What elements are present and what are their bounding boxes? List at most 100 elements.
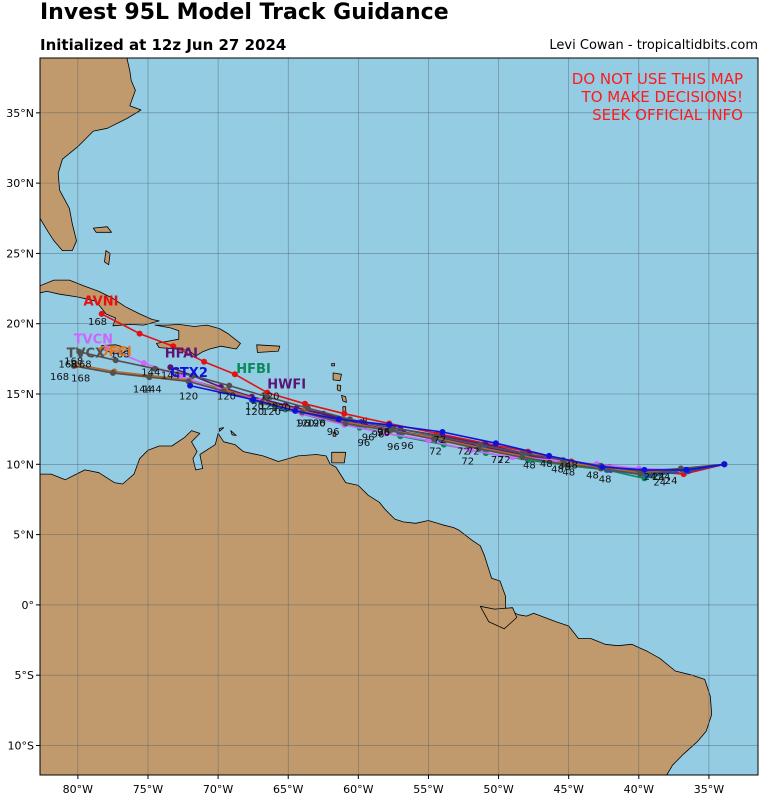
forecast-hour-label: 96 <box>297 418 310 429</box>
model-label-hwfi: HWFI <box>267 377 306 392</box>
forecast-hour-label: 144 <box>161 371 180 382</box>
track-ctx2 <box>187 382 728 473</box>
forecast-hour-label: 72 <box>457 447 470 458</box>
disclaimer-warning: DO NOT USE THIS MAP TO MAKE DECISIONS! S… <box>572 70 743 124</box>
author-credit: Levi Cowan - tropicaltidbits.com <box>549 38 758 53</box>
forecast-hour-label: 48 <box>562 468 575 479</box>
forecast-hour-label: 96 <box>401 441 414 452</box>
landmass <box>331 363 335 367</box>
lon-tick-label: 80°W <box>63 783 93 796</box>
track-point <box>250 396 257 403</box>
lat-tick-label: 20°N <box>6 318 34 331</box>
forecast-hour-label: 120 <box>179 392 198 403</box>
forecast-hour-label: 96 <box>358 438 371 449</box>
forecast-hour-label: 96 <box>377 428 390 439</box>
track-point <box>70 362 77 369</box>
track-point <box>519 450 526 457</box>
forecast-hour-label: 168 <box>58 359 77 370</box>
lon-tick-label: 35°W <box>694 783 724 796</box>
model-label-ofci: OFCI <box>98 345 132 360</box>
landmass <box>104 250 111 266</box>
track-point <box>304 405 311 412</box>
forecast-hour-label: 24 <box>653 477 666 488</box>
track-point <box>226 382 233 389</box>
forecast-hour-label: 96 <box>362 432 375 443</box>
track-point <box>292 407 299 414</box>
track-point <box>140 360 147 367</box>
forecast-hour-label: 168 <box>73 359 92 370</box>
track-point <box>439 429 446 435</box>
lon-tick-label: 40°W <box>624 783 654 796</box>
model-label-hfbi: HFBI <box>236 362 271 377</box>
lat-tick-label: 10°S <box>8 739 34 752</box>
forecast-hour-label: 120 <box>245 407 264 418</box>
forecast-hour-label: 168 <box>110 350 129 361</box>
forecast-hour-label: 120 <box>245 402 264 413</box>
lat-tick-label: 5°S <box>15 669 34 682</box>
forecast-hour-label: 72 <box>461 456 474 467</box>
forecast-hour-label: 48 <box>599 475 612 486</box>
track-point <box>102 344 109 351</box>
track-point <box>721 461 728 468</box>
track-point <box>386 421 393 428</box>
forecast-hour-label: 24 <box>658 472 671 483</box>
track-point <box>189 372 196 379</box>
landmass <box>332 372 342 382</box>
forecast-hour-label: 72 <box>429 447 442 458</box>
track-point <box>546 452 553 459</box>
forecast-hour-label: 144 <box>143 385 162 396</box>
lat-tick-label: 25°N <box>6 247 34 260</box>
axis-ticks: 80°W 75°W 70°W 65°W 60°W 55°W 50°W 45°W 40°W 35°W… <box>6 107 724 796</box>
track-point <box>302 400 308 407</box>
warning-line-1: DO NOT USE THIS MAP <box>572 70 743 88</box>
forecast-hour-label: 120 <box>295 418 314 429</box>
forecast-hour-label: 48 <box>523 461 536 472</box>
lat-lon-grid <box>40 58 758 775</box>
forecast-hour-label: 120 <box>307 418 326 429</box>
landmass <box>92 226 112 233</box>
track-point <box>98 310 105 317</box>
track-point <box>167 364 174 371</box>
track-point <box>112 357 119 364</box>
warning-line-2: TO MAKE DECISIONS! <box>581 88 743 106</box>
track-point <box>561 461 568 468</box>
landmass <box>331 451 347 464</box>
track-point <box>342 420 349 427</box>
forecast-hour-label: 120 <box>262 407 281 418</box>
track-point <box>599 464 606 471</box>
forecast-hour-label: 168 <box>88 317 107 328</box>
forecast-hour-label: 48 <box>551 465 564 476</box>
track-line <box>189 384 725 471</box>
forecast-hour-label: 120 <box>260 392 279 403</box>
map-title: Invest 95L Model Track Guidance <box>40 0 449 25</box>
track-point <box>492 440 499 447</box>
model-label-tvcn: TVCN <box>74 332 113 347</box>
landmass <box>40 58 163 59</box>
lat-tick-label: 35°N <box>6 107 34 120</box>
track-point <box>475 445 482 452</box>
landmass <box>40 58 142 252</box>
forecast-hour-label: 24 <box>665 476 678 487</box>
lat-tick-label: 15°N <box>6 388 34 401</box>
track-point <box>683 466 690 473</box>
forecast-hour-label: 96 <box>387 442 400 453</box>
forecast-hour-label: 144 <box>133 385 152 396</box>
track-point <box>519 454 526 461</box>
forecast-hour-label: 120 <box>217 392 236 403</box>
landmass <box>256 344 281 353</box>
track-point <box>231 371 238 378</box>
track-point <box>264 393 271 400</box>
lon-tick-label: 70°W <box>203 783 233 796</box>
lon-tick-label: 45°W <box>553 783 583 796</box>
track-point <box>335 416 342 423</box>
track-line <box>105 346 725 471</box>
track-point <box>201 358 208 365</box>
lon-tick-label: 65°W <box>273 783 303 796</box>
track-point <box>187 382 194 389</box>
forecast-hour-label: 120 <box>272 403 291 414</box>
warning-line-3: SEEK OFFICIAL INFO <box>592 106 743 124</box>
track-point <box>467 447 474 454</box>
